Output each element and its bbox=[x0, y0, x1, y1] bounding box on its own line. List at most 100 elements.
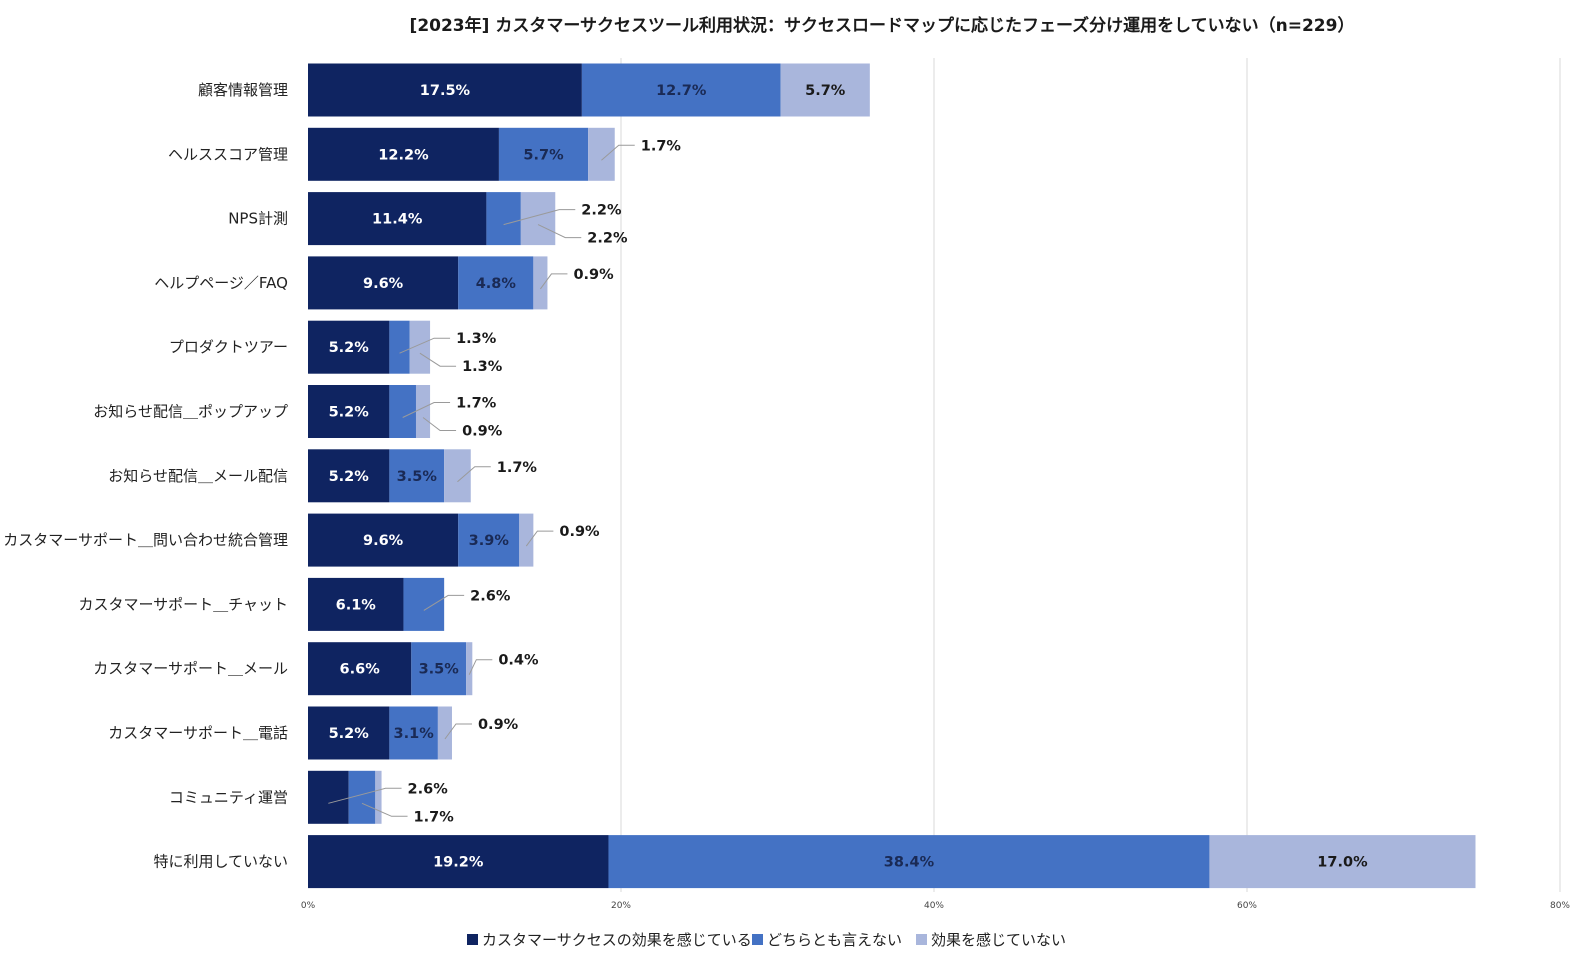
data-label-series-3: 1.3% bbox=[462, 359, 503, 375]
data-label-series-2: 3.5% bbox=[419, 662, 460, 678]
data-label-series-2: 5.7% bbox=[523, 147, 564, 163]
data-label-series-1: 2.6% bbox=[408, 781, 449, 797]
data-label-series-1: 19.2% bbox=[433, 855, 484, 871]
data-label-series-2: 38.4% bbox=[884, 855, 935, 871]
data-label-series-3: 1.7% bbox=[497, 460, 538, 476]
category-label: 特に利用していない bbox=[153, 853, 288, 871]
category-label: カスタマーサポート＿メール bbox=[93, 660, 288, 678]
bar-segment-series-2 bbox=[389, 385, 416, 438]
data-label-series-3: 0.4% bbox=[498, 653, 539, 669]
leader-line bbox=[539, 273, 568, 290]
data-label-series-2: 1.7% bbox=[456, 396, 497, 412]
legend-swatch-series-3 bbox=[916, 934, 927, 945]
bar-segment-series-2 bbox=[403, 577, 445, 631]
bar-segment-series-3 bbox=[780, 63, 870, 117]
bar-segment-series-1 bbox=[308, 835, 609, 889]
bar-segment-series-2 bbox=[458, 513, 520, 567]
leader-line bbox=[457, 466, 491, 483]
bar-segment-series-2 bbox=[389, 320, 410, 374]
data-label-series-2: 1.7% bbox=[414, 809, 455, 825]
bar-segment-series-1 bbox=[308, 192, 487, 246]
legend-swatch-series-1 bbox=[467, 934, 478, 945]
legend-label-series-1: カスタマーサクセスの効果を感じている bbox=[482, 931, 752, 949]
data-label-series-3: 0.9% bbox=[462, 424, 503, 440]
data-label-series-2: 3.1% bbox=[394, 726, 435, 742]
leader-line bbox=[601, 144, 635, 161]
category-label: カスタマーサポート＿電話 bbox=[108, 724, 288, 742]
bar-segment-series-2 bbox=[458, 256, 534, 310]
leader-line bbox=[422, 417, 457, 431]
x-tick-label: 60% bbox=[1237, 901, 1257, 911]
data-label-series-1: 6.1% bbox=[336, 597, 377, 613]
leader-line bbox=[468, 659, 493, 675]
leader-line bbox=[423, 594, 465, 611]
bar-segment-series-1 bbox=[308, 642, 412, 696]
bar-segment-series-3 bbox=[375, 770, 382, 824]
data-label-series-2: 2.2% bbox=[581, 203, 622, 219]
x-tick-label: 80% bbox=[1550, 901, 1570, 911]
legend-swatch-series-2 bbox=[752, 934, 763, 945]
data-label-series-3: 5.7% bbox=[805, 83, 846, 99]
legend-label-series-3: 効果を感じていない bbox=[931, 931, 1066, 949]
bar-segment-series-3 bbox=[466, 642, 473, 696]
category-label: NPS計測 bbox=[228, 210, 288, 228]
data-label-series-1: 6.6% bbox=[340, 662, 381, 678]
data-label-series-1: 9.6% bbox=[363, 533, 404, 549]
category-label: お知らせ配信＿メール配信 bbox=[108, 467, 288, 485]
data-label-series-3: 0.9% bbox=[573, 267, 614, 283]
data-label-series-3: 0.9% bbox=[559, 524, 600, 540]
category-label: ヘルプページ／FAQ bbox=[154, 274, 288, 292]
leader-line bbox=[361, 802, 408, 817]
leader-line bbox=[419, 352, 457, 367]
data-label-series-2: 12.7% bbox=[656, 83, 707, 99]
bar-segment-series-2 bbox=[581, 63, 781, 117]
bar-segment-series-1 bbox=[308, 320, 390, 374]
bar-segment-series-2 bbox=[498, 127, 589, 181]
bar-segment-series-3 bbox=[415, 385, 431, 438]
category-label: ヘルススコア管理 bbox=[168, 145, 288, 163]
leader-line bbox=[402, 402, 451, 418]
bar-segment-series-1 bbox=[308, 385, 390, 438]
bar-segment-series-2 bbox=[389, 449, 445, 503]
data-label-series-1: 12.2% bbox=[378, 147, 429, 163]
bar-segment-series-2 bbox=[486, 192, 521, 246]
data-label-series-1: 5.2% bbox=[329, 726, 370, 742]
bar-segment-series-3 bbox=[519, 513, 534, 567]
legend-label-series-2: どちらとも言えない bbox=[767, 931, 902, 949]
category-label: カスタマーサポート＿チャット bbox=[78, 595, 288, 613]
leader-line bbox=[399, 337, 451, 354]
bar-segment-series-3 bbox=[437, 706, 452, 760]
category-label: コミュニティ運営 bbox=[169, 788, 288, 806]
category-label: カスタマーサポート＿問い合わせ統合管理 bbox=[3, 531, 288, 549]
category-label: お知らせ配信＿ポップアップ bbox=[93, 403, 288, 421]
bar-segment-series-1 bbox=[308, 256, 459, 310]
data-label-series-2: 3.5% bbox=[397, 469, 438, 485]
bar-segment-series-3 bbox=[444, 449, 471, 503]
data-label-series-3: 2.2% bbox=[587, 231, 628, 247]
data-label-series-1: 17.5% bbox=[420, 83, 471, 99]
bar-segment-series-3 bbox=[533, 256, 548, 310]
bar-segment-series-3 bbox=[1209, 835, 1476, 889]
bar-segment-series-3 bbox=[588, 127, 615, 181]
bar-segment-series-2 bbox=[411, 642, 467, 696]
data-label-series-3: 17.0% bbox=[1317, 855, 1368, 871]
chart-title: [2023年] カスタマーサクセスツール利用状況：サクセスロードマップに応じたフ… bbox=[410, 15, 1355, 36]
bar-segment-series-1 bbox=[308, 513, 459, 567]
bar-segment-series-1 bbox=[308, 577, 404, 631]
bar-segment-series-1 bbox=[308, 770, 349, 824]
x-tick-label: 20% bbox=[611, 901, 631, 911]
bar-segment-series-1 bbox=[308, 706, 390, 760]
data-label-series-1: 5.2% bbox=[329, 340, 370, 356]
x-tick-label: 40% bbox=[924, 901, 944, 911]
bar-segment-series-1 bbox=[308, 63, 582, 117]
data-label-series-1: 5.2% bbox=[329, 469, 370, 485]
data-label-series-3: 1.7% bbox=[641, 138, 682, 154]
data-label-series-1: 11.4% bbox=[372, 212, 423, 228]
leader-line bbox=[328, 787, 402, 804]
x-tick-label: 0% bbox=[301, 901, 316, 911]
leader-line bbox=[537, 224, 582, 239]
data-label-series-2: 2.6% bbox=[470, 588, 511, 604]
data-label-series-3: 0.9% bbox=[478, 717, 519, 733]
